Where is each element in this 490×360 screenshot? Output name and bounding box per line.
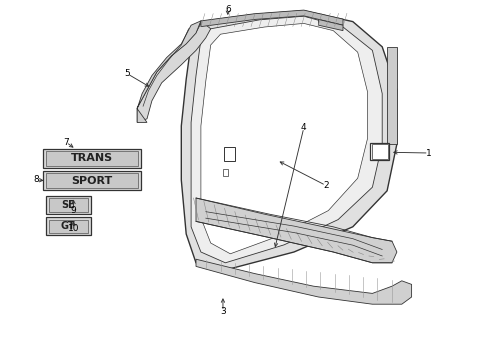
Polygon shape	[201, 10, 343, 27]
Text: 4: 4	[301, 123, 307, 132]
FancyBboxPatch shape	[46, 173, 138, 188]
FancyBboxPatch shape	[46, 217, 91, 235]
Polygon shape	[318, 19, 343, 31]
Text: SE: SE	[61, 200, 75, 210]
Polygon shape	[191, 16, 382, 263]
Bar	[370, 143, 389, 160]
Text: TRANS: TRANS	[71, 153, 113, 163]
Text: 10: 10	[68, 224, 79, 233]
Text: 3: 3	[220, 307, 226, 316]
Text: 8: 8	[34, 175, 40, 184]
Text: 1: 1	[426, 149, 432, 158]
FancyBboxPatch shape	[43, 149, 141, 168]
Polygon shape	[137, 21, 211, 122]
Polygon shape	[137, 21, 201, 122]
FancyBboxPatch shape	[43, 171, 141, 190]
Polygon shape	[181, 11, 397, 270]
Polygon shape	[201, 23, 368, 254]
Polygon shape	[196, 259, 412, 304]
FancyBboxPatch shape	[49, 198, 88, 212]
Text: GT: GT	[61, 221, 75, 231]
Polygon shape	[387, 47, 397, 144]
Bar	[372, 144, 388, 159]
Polygon shape	[196, 198, 397, 263]
Bar	[224, 147, 235, 161]
Bar	[223, 169, 228, 176]
Text: SPORT: SPORT	[71, 176, 113, 186]
Text: 2: 2	[323, 181, 329, 190]
FancyBboxPatch shape	[46, 151, 138, 166]
Text: 9: 9	[71, 206, 76, 215]
FancyBboxPatch shape	[46, 196, 91, 214]
Text: 6: 6	[225, 4, 231, 13]
FancyBboxPatch shape	[49, 220, 88, 233]
Text: 7: 7	[63, 138, 69, 147]
Text: 5: 5	[124, 69, 130, 78]
